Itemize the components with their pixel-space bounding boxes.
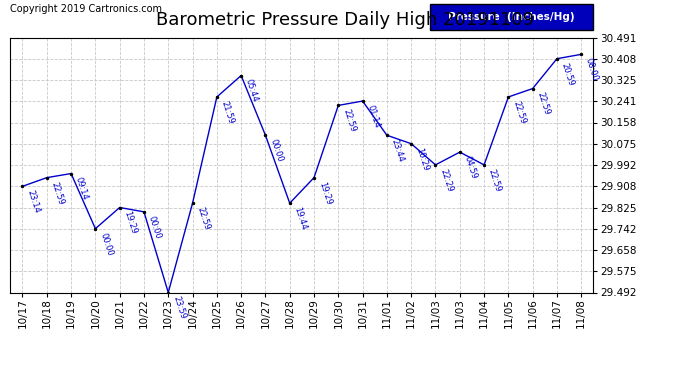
Text: 22:59: 22:59 [511, 100, 527, 125]
Text: 09:14: 09:14 [74, 176, 90, 202]
Text: 22:59: 22:59 [487, 168, 503, 193]
Text: 22:59: 22:59 [50, 180, 66, 206]
Text: 22:59: 22:59 [341, 108, 357, 134]
Text: 19:29: 19:29 [317, 180, 333, 206]
Text: 22:59: 22:59 [195, 206, 211, 231]
Text: Copyright 2019 Cartronics.com: Copyright 2019 Cartronics.com [10, 4, 162, 14]
Text: 00:00: 00:00 [268, 138, 284, 164]
Text: Pressure  (Inches/Hg): Pressure (Inches/Hg) [448, 12, 575, 22]
Text: 20:59: 20:59 [560, 62, 575, 87]
Text: 00:00: 00:00 [147, 214, 163, 240]
FancyBboxPatch shape [430, 4, 593, 30]
Text: 10:29: 10:29 [414, 147, 430, 172]
Text: 23:44: 23:44 [390, 138, 406, 164]
Text: 01:14: 01:14 [366, 104, 382, 129]
Text: Barometric Pressure Daily High 20191109: Barometric Pressure Daily High 20191109 [156, 11, 534, 29]
Text: 19:29: 19:29 [122, 210, 139, 236]
Text: 22:59: 22:59 [535, 92, 551, 117]
Text: 05:44: 05:44 [244, 78, 260, 104]
Text: 00:00: 00:00 [98, 231, 114, 257]
Text: 21:59: 21:59 [219, 100, 235, 125]
Text: 23:14: 23:14 [26, 189, 41, 214]
Text: 19:44: 19:44 [293, 206, 308, 231]
Text: 23:59: 23:59 [171, 295, 187, 321]
Text: 22:29: 22:29 [438, 168, 454, 193]
Text: 08:00: 08:00 [584, 57, 600, 82]
Text: 04:59: 04:59 [462, 155, 478, 180]
